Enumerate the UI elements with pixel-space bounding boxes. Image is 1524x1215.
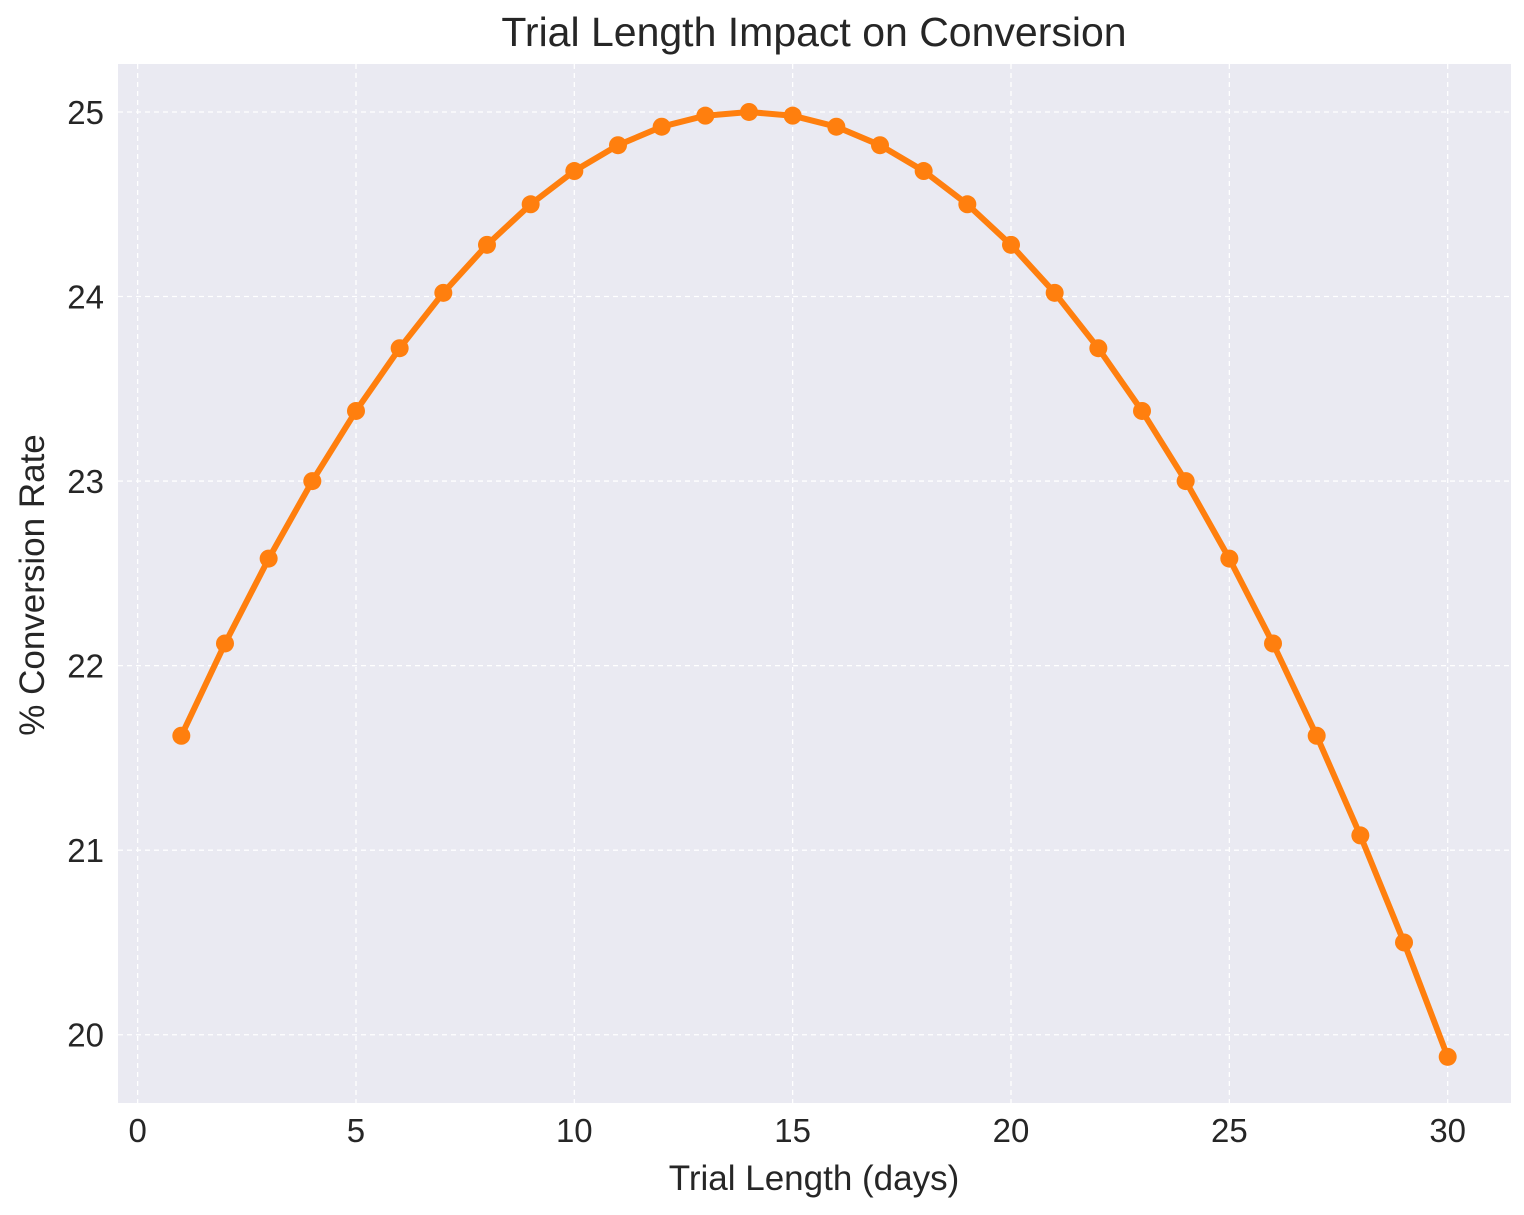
data-point: [1002, 235, 1021, 254]
y-tick-label: 20: [67, 1017, 104, 1054]
data-point: [1089, 339, 1108, 358]
y-axis-label: % Conversion Rate: [13, 434, 52, 736]
y-tick-label: 23: [67, 463, 104, 500]
y-axis-ticks: 20 21 22 23 24 25: [67, 94, 104, 1054]
y-tick-label: 24: [67, 279, 104, 316]
x-tick-label: 25: [1211, 1112, 1248, 1149]
data-point: [739, 102, 758, 121]
x-tick-label: 10: [556, 1112, 593, 1149]
series-layer: [172, 102, 1457, 1066]
data-point: [303, 472, 322, 491]
x-axis-ticks: 0 5 10 15 20 25 30: [128, 1112, 1466, 1149]
data-point: [958, 195, 977, 214]
data-point: [827, 117, 846, 136]
data-point: [1133, 401, 1152, 420]
data-point: [172, 726, 191, 745]
x-tick-label: 5: [347, 1112, 365, 1149]
data-point: [783, 106, 802, 125]
data-point: [1176, 472, 1195, 491]
data-point: [652, 117, 671, 136]
data-point: [914, 162, 933, 181]
data-point: [1438, 1047, 1457, 1066]
data-point: [1307, 726, 1326, 745]
x-tick-label: 20: [993, 1112, 1030, 1149]
data-point: [477, 235, 496, 254]
x-axis-label: Trial Length (days): [669, 1159, 960, 1198]
data-point: [390, 339, 409, 358]
x-tick-label: 15: [774, 1112, 811, 1149]
x-tick-label: 30: [1429, 1112, 1466, 1149]
data-point: [521, 195, 540, 214]
y-tick-label: 25: [67, 94, 104, 131]
y-tick-label: 22: [67, 648, 104, 685]
data-point: [696, 106, 715, 125]
grid: [118, 64, 1511, 1103]
data-point: [565, 162, 584, 181]
data-point: [259, 549, 278, 568]
data-point: [1395, 933, 1414, 952]
y-tick-label: 21: [67, 832, 104, 869]
data-point: [1351, 826, 1370, 845]
data-point: [215, 634, 234, 653]
data-point: [1045, 283, 1064, 302]
series-line: [178, 109, 1451, 1060]
data-point: [1220, 549, 1239, 568]
chart-title: Trial Length Impact on Conversion: [501, 9, 1126, 55]
data-point: [871, 136, 890, 155]
data-point: [1264, 634, 1283, 653]
data-point: [434, 283, 453, 302]
plot-area: [118, 64, 1511, 1103]
data-point: [346, 401, 365, 420]
x-tick-label: 0: [128, 1112, 146, 1149]
data-point: [608, 136, 627, 155]
